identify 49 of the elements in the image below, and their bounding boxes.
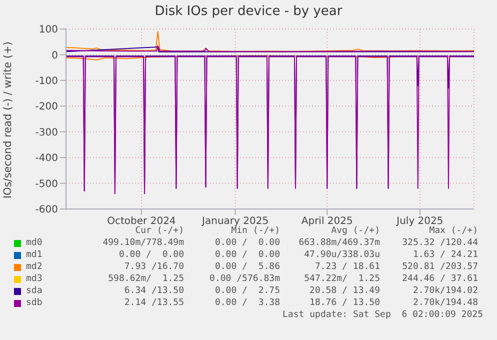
- text: 598.62m/ 1.25: [108, 273, 184, 285]
- text: 0.00 / 5.86: [214, 261, 280, 273]
- text: 7.93 /16.70: [124, 261, 184, 273]
- x-tick-label: July 2025: [396, 216, 444, 228]
- text: 0.00 / 0.00: [118, 249, 184, 261]
- y-tick-label: -600: [35, 204, 58, 216]
- text: 547.22m/ 1.25: [304, 273, 380, 285]
- text: Avg (-/+): [331, 225, 380, 237]
- x-tick-label: April 2025: [301, 216, 353, 228]
- y-tick-label: -500: [35, 178, 58, 190]
- text: 325.32 /120.44: [402, 237, 478, 249]
- text: Last update: Sat Sep 6 02:00:09 2025: [282, 309, 483, 321]
- legend-label: sdb: [26, 297, 42, 309]
- text: 244.46 / 37.61: [402, 273, 478, 285]
- chart-title: Disk IOs per device - by year: [154, 4, 344, 19]
- text: 0.00 / 0.00: [214, 237, 280, 249]
- text: 2.70k/194.02: [412, 285, 478, 297]
- legend-label: md0: [26, 237, 42, 249]
- text: 663.88m/469.37m: [298, 237, 380, 249]
- text: Min (-/+): [231, 226, 280, 237]
- text: 499.10m/778.49m: [102, 237, 184, 249]
- y-tick-label: -400: [35, 153, 58, 164]
- text: 6.34 /13.50: [124, 285, 184, 297]
- legend-label: sda: [26, 285, 42, 297]
- y-tick-label: 0: [52, 50, 58, 62]
- y-tick-label: 100: [38, 24, 58, 36]
- text: 7.23 / 18.61: [314, 261, 380, 273]
- text: 2.70k/194.48: [412, 297, 478, 309]
- y-tick-label: -300: [35, 127, 58, 138]
- y-axis-title: IOs/second read (-) / write (+): [2, 41, 14, 199]
- legend-label: md1: [26, 249, 42, 261]
- text: 0.00 / 3.38: [214, 297, 280, 309]
- text: 520.81 /203.57: [402, 261, 478, 273]
- y-tick-label: -100: [35, 76, 58, 87]
- text: 47.90u/338.03u: [304, 249, 380, 261]
- legend-label: md2: [26, 261, 42, 273]
- text: 0.00 / 2.75: [214, 285, 280, 297]
- text: 2.14 /13.55: [124, 297, 184, 309]
- text: 0.00 /576.83m: [210, 273, 280, 285]
- x-tick-label: January 2025: [201, 216, 269, 228]
- text: 20.58 / 13.49: [310, 285, 380, 297]
- x-tick-label: October 2024: [107, 216, 176, 228]
- text: 1.63 / 24.21: [412, 249, 478, 261]
- text: Max (-/+): [429, 225, 478, 237]
- text: 0.00 / 0.00: [214, 249, 280, 261]
- legend-label: md3: [26, 273, 42, 285]
- y-tick-label: -200: [35, 102, 58, 113]
- text: 18.76 / 13.50: [310, 297, 380, 309]
- text: Cur (-/+): [135, 225, 184, 237]
